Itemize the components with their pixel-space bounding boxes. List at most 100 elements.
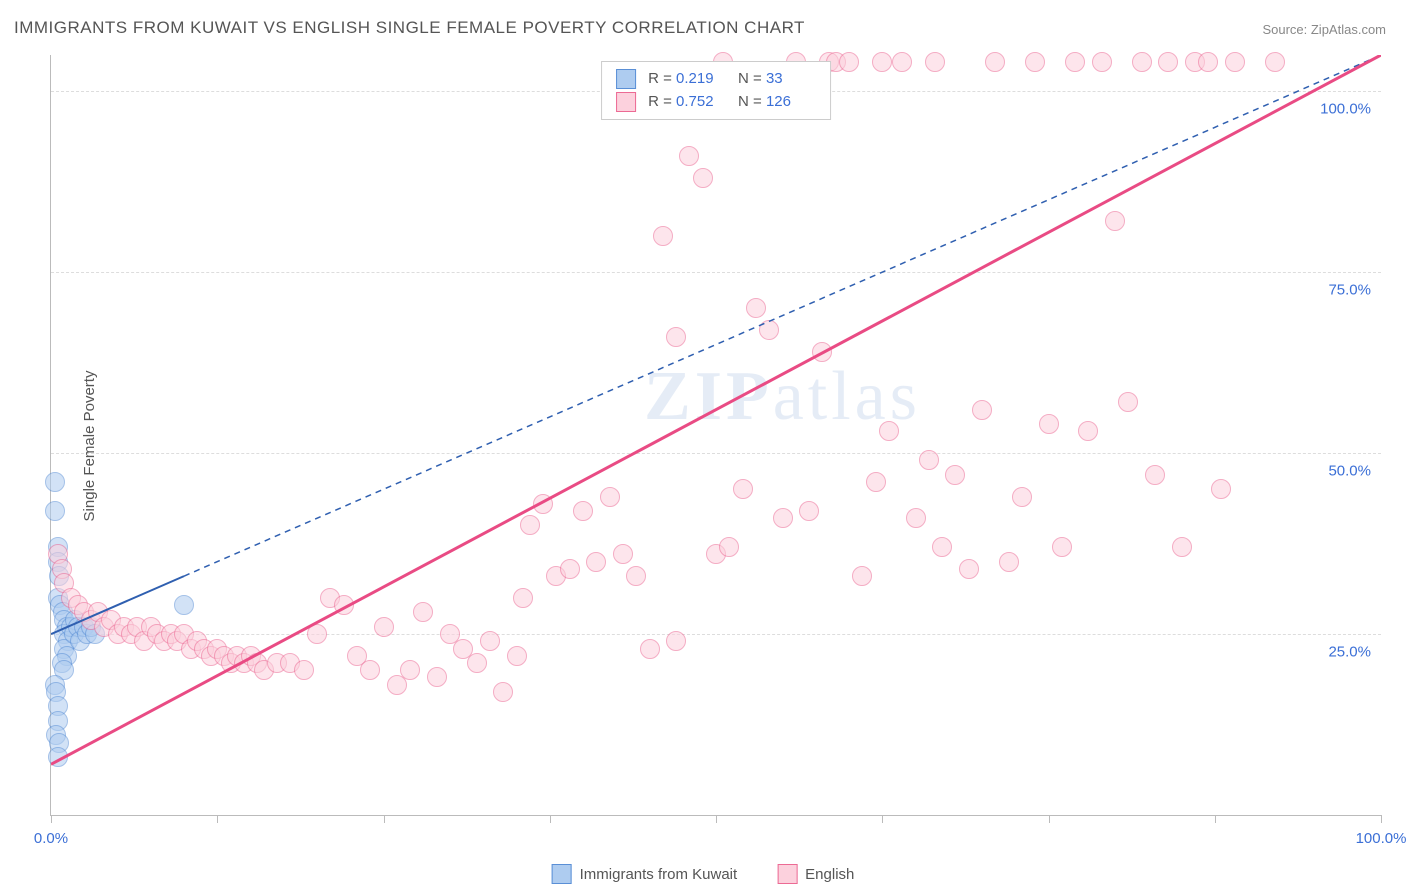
data-point-english [1025, 52, 1045, 72]
data-point-kuwait [45, 501, 65, 521]
n-label-2: N = [738, 93, 762, 110]
series-legend: Immigrants from Kuwait English [552, 864, 855, 884]
xtick-label: 0.0% [34, 830, 68, 847]
data-point-english [1118, 392, 1138, 412]
data-point-english [307, 624, 327, 644]
data-point-english [1012, 487, 1032, 507]
watermark: ZIPatlas [644, 357, 921, 437]
data-point-english [666, 327, 686, 347]
data-point-english [507, 646, 527, 666]
data-point-english [653, 226, 673, 246]
data-point-english [799, 501, 819, 521]
data-point-english [626, 566, 646, 586]
data-point-english [892, 52, 912, 72]
data-point-english [959, 559, 979, 579]
data-point-english [1039, 414, 1059, 434]
data-point-english [520, 515, 540, 535]
data-point-english [866, 472, 886, 492]
data-point-english [1092, 52, 1112, 72]
xtick [1381, 815, 1382, 823]
correlation-legend: R = 0.219 N = 33 R = 0.752 N = 126 [601, 61, 831, 120]
xtick [51, 815, 52, 823]
series-label-kuwait: Immigrants from Kuwait [580, 866, 738, 883]
r-label: R = [648, 70, 672, 87]
data-point-english [1132, 52, 1152, 72]
data-point-english [600, 487, 620, 507]
data-point-english [1225, 52, 1245, 72]
gridline [51, 272, 1381, 273]
data-point-english [533, 494, 553, 514]
xtick-label: 100.0% [1356, 830, 1406, 847]
plot-area: ZIPatlas 25.0%50.0%75.0%100.0%0.0%100.0%… [50, 55, 1381, 816]
data-point-english [679, 146, 699, 166]
trend-lines [51, 55, 1381, 815]
data-point-english [1265, 52, 1285, 72]
data-point-english [666, 631, 686, 651]
data-point-english [360, 660, 380, 680]
xtick [1215, 815, 1216, 823]
data-point-english [1158, 52, 1178, 72]
swatch-kuwait-bottom [552, 864, 572, 884]
swatch-kuwait [616, 69, 636, 89]
data-point-english [1078, 421, 1098, 441]
n-value-kuwait: 33 [766, 68, 816, 91]
data-point-english [413, 602, 433, 622]
xtick [716, 815, 717, 823]
data-point-english [932, 537, 952, 557]
xtick [217, 815, 218, 823]
data-point-english [1211, 479, 1231, 499]
gridline [51, 453, 1381, 454]
data-point-english [573, 501, 593, 521]
data-point-english [400, 660, 420, 680]
xtick [1049, 815, 1050, 823]
data-point-english [906, 508, 926, 528]
data-point-kuwait [48, 747, 68, 767]
data-point-english [427, 667, 447, 687]
r-label-2: R = [648, 93, 672, 110]
data-point-english [746, 298, 766, 318]
data-point-english [759, 320, 779, 340]
swatch-english [616, 92, 636, 112]
data-point-english [374, 617, 394, 637]
r-value-kuwait: 0.219 [676, 68, 726, 91]
source-label: Source: ZipAtlas.com [1262, 22, 1386, 37]
ytick-label: 50.0% [1328, 463, 1371, 480]
chart-title: IMMIGRANTS FROM KUWAIT VS ENGLISH SINGLE… [14, 18, 805, 38]
data-point-english [879, 421, 899, 441]
data-point-english [693, 168, 713, 188]
data-point-english [872, 52, 892, 72]
data-point-english [919, 450, 939, 470]
data-point-english [493, 682, 513, 702]
data-point-english [999, 552, 1019, 572]
data-point-english [640, 639, 660, 659]
data-point-english [925, 52, 945, 72]
data-point-english [972, 400, 992, 420]
data-point-english [1052, 537, 1072, 557]
y-axis-label: Single Female Poverty [81, 371, 98, 522]
data-point-english [1198, 52, 1218, 72]
xtick [384, 815, 385, 823]
data-point-english [812, 342, 832, 362]
data-point-english [294, 660, 314, 680]
ytick-label: 100.0% [1320, 101, 1371, 118]
n-label: N = [738, 70, 762, 87]
data-point-english [334, 595, 354, 615]
series-label-english: English [805, 866, 854, 883]
data-point-english [773, 508, 793, 528]
ytick-label: 75.0% [1328, 282, 1371, 299]
swatch-english-bottom [777, 864, 797, 884]
data-point-english [613, 544, 633, 564]
xtick [882, 815, 883, 823]
data-point-english [985, 52, 1005, 72]
data-point-english [852, 566, 872, 586]
gridline [51, 634, 1381, 635]
data-point-kuwait [45, 472, 65, 492]
data-point-english [586, 552, 606, 572]
data-point-english [467, 653, 487, 673]
data-point-english [945, 465, 965, 485]
data-point-english [560, 559, 580, 579]
data-point-kuwait [174, 595, 194, 615]
data-point-english [1145, 465, 1165, 485]
data-point-english [1105, 211, 1125, 231]
data-point-english [1065, 52, 1085, 72]
